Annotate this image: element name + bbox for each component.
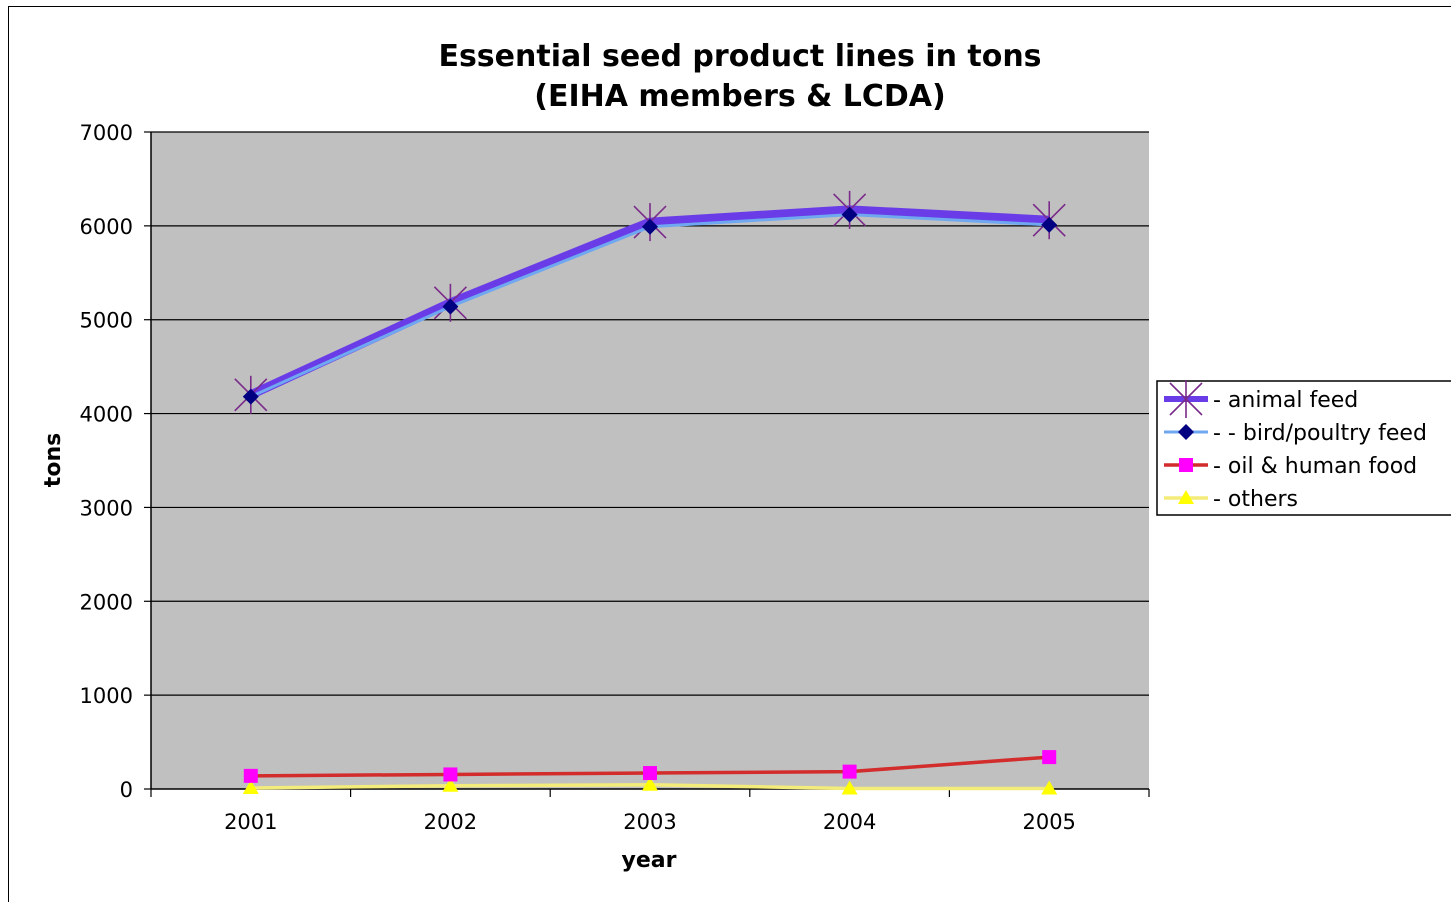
data-point bbox=[643, 766, 657, 781]
series-2 bbox=[243, 750, 1057, 783]
legend-label: - - bird/poultry feed bbox=[1213, 421, 1427, 446]
series-3 bbox=[242, 776, 1058, 795]
data-point bbox=[242, 388, 259, 405]
data-point bbox=[841, 206, 858, 223]
legend-swatch-marker bbox=[1169, 380, 1203, 418]
legend-label: - others bbox=[1213, 487, 1298, 512]
y-tick-labels: 0 1000 2000 3000 4000 5000 6000 7000 bbox=[80, 121, 133, 802]
y-axis-title: tons bbox=[41, 433, 66, 487]
y-tick-label: 0 bbox=[120, 778, 133, 802]
data-point bbox=[1042, 750, 1057, 765]
y-tick-label: 1000 bbox=[80, 684, 133, 708]
x-tick-label: 2004 bbox=[823, 810, 876, 834]
data-point bbox=[642, 218, 658, 235]
y-tick-label: 4000 bbox=[80, 403, 133, 427]
chart-subtitle: (EIHA members & LCDA) bbox=[534, 79, 946, 114]
legend-label: - animal feed bbox=[1213, 388, 1358, 413]
legend-entry: - oil & human food bbox=[1164, 454, 1417, 479]
x-axis-title: year bbox=[622, 848, 677, 873]
y-tick-label: 5000 bbox=[80, 309, 133, 333]
data-point bbox=[841, 780, 858, 795]
data-point bbox=[242, 780, 259, 795]
chart-frame bbox=[8, 6, 1451, 902]
legend-entry: - others bbox=[1164, 487, 1298, 512]
legend-entry: - - bird/poultry feed bbox=[1164, 421, 1427, 446]
x-tick-label: 2003 bbox=[623, 810, 676, 834]
grid-lines bbox=[151, 131, 1149, 696]
legend-swatch-marker bbox=[1178, 490, 1194, 504]
data-point bbox=[443, 767, 458, 782]
y-tick-label: 2000 bbox=[80, 590, 133, 614]
series-1 bbox=[242, 206, 1058, 405]
legend-entry: - animal feed bbox=[1164, 380, 1358, 418]
data-point bbox=[842, 764, 857, 779]
data-point bbox=[442, 298, 459, 315]
plot-area bbox=[151, 132, 1149, 789]
chart-title-group: Essential seed product lines in tons (EI… bbox=[438, 39, 1041, 114]
x-tick-label: 2001 bbox=[224, 810, 277, 834]
legend-box bbox=[1156, 380, 1451, 516]
data-point bbox=[1041, 780, 1058, 795]
y-tick-label: 7000 bbox=[80, 121, 133, 145]
data-point bbox=[243, 768, 258, 783]
x-tick-label: 2005 bbox=[1022, 810, 1075, 834]
y-tick-label: 3000 bbox=[80, 496, 133, 520]
series-layer bbox=[234, 190, 1066, 795]
data-point bbox=[642, 776, 658, 791]
x-tick-labels: 2001 2002 2003 2004 2005 bbox=[224, 810, 1076, 834]
x-tick-label: 2002 bbox=[424, 810, 477, 834]
legend: - animal feed - - bird/poultry feed - oil … bbox=[1156, 380, 1451, 516]
data-point bbox=[442, 777, 459, 792]
y-tick-label: 6000 bbox=[80, 215, 133, 239]
data-point bbox=[1041, 216, 1058, 233]
legend-swatch-marker bbox=[1179, 458, 1193, 472]
chart-title: Essential seed product lines in tons bbox=[438, 39, 1041, 74]
legend-label: - oil & human food bbox=[1213, 454, 1417, 479]
legend-swatch-marker bbox=[1178, 424, 1194, 440]
